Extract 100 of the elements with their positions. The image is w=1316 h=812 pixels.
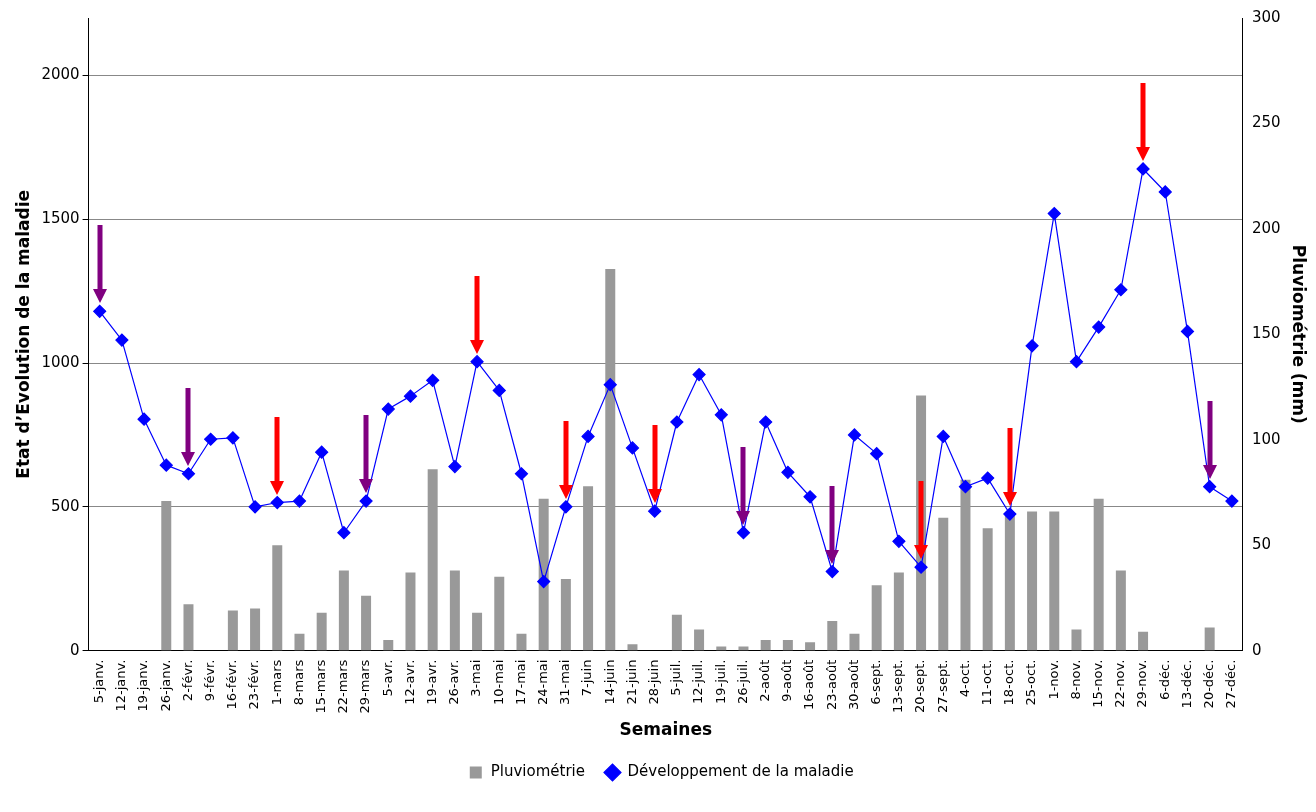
x-tick-label: 11-oct. (979, 659, 995, 706)
x-tick-label: 2-août (757, 659, 773, 702)
point (1225, 494, 1239, 508)
point (981, 471, 995, 485)
x-tick-label: 5-juil. (668, 659, 684, 696)
x-tick-label: 22-nov. (1112, 659, 1128, 708)
point (93, 304, 107, 318)
bar (982, 528, 993, 651)
bar (316, 612, 327, 651)
x-tick-label: 2-févr. (179, 659, 195, 702)
bar (161, 500, 172, 651)
point (736, 526, 751, 540)
x-tick-label: 13-déc. (1178, 659, 1194, 709)
x-tick-label: 4-oct. (956, 659, 972, 698)
x-tick-label: 10-mai (490, 659, 506, 706)
point (1158, 185, 1172, 199)
bar (405, 572, 416, 651)
bar (516, 633, 527, 651)
x-tick-label: 8-nov. (1067, 659, 1083, 700)
bar (938, 517, 949, 651)
point (204, 432, 218, 446)
x-tick-label: 16-août (801, 659, 817, 711)
x-tick-label: 16-févr. (224, 659, 240, 710)
point (1203, 480, 1217, 494)
x-tick-label: 26-avr. (446, 659, 462, 705)
bar (1004, 513, 1015, 651)
x-tick-label: 27-déc. (1223, 659, 1239, 709)
bar (738, 646, 749, 651)
x-tick-label: 15-mars (313, 659, 329, 714)
point (692, 367, 706, 382)
bar (449, 570, 460, 651)
point (292, 494, 307, 508)
x-tick-label: 6-sept. (868, 659, 884, 705)
point (492, 383, 506, 397)
bar (782, 640, 793, 651)
x-tick-label: 23-févr. (246, 659, 262, 710)
point (1136, 162, 1150, 176)
bar (427, 469, 438, 651)
point (625, 441, 640, 455)
point (1114, 283, 1128, 297)
bar (694, 629, 705, 651)
x-tick-label: 1-nov. (1045, 659, 1061, 700)
x-tick-label: 19-avr. (424, 659, 440, 705)
x-tick-label: 14-juin (601, 659, 617, 705)
point (958, 480, 973, 494)
bar (871, 585, 882, 651)
bar (1093, 498, 1104, 651)
x-tick-label: 31-mai (557, 659, 573, 706)
x-tick-label: 26-janv. (157, 659, 173, 712)
bar (827, 621, 838, 651)
y2-tick-label: 0 (1251, 640, 1262, 659)
y2-tick-label: 100 (1251, 429, 1281, 448)
y2-axis-title: Pluviométrie (mm) (1289, 244, 1310, 424)
point (581, 429, 595, 443)
bar (760, 640, 771, 651)
bar (183, 604, 194, 651)
point (226, 431, 240, 445)
bar (716, 646, 727, 651)
bar (1049, 511, 1060, 651)
bar (849, 633, 860, 651)
x-tick-label: 29-mars (357, 659, 373, 714)
point (470, 355, 484, 369)
point (781, 465, 795, 479)
x-tick-label: 25-oct. (1023, 659, 1039, 706)
point (803, 490, 817, 504)
x-tick-label: 22-mars (335, 659, 351, 714)
x-tick-label: 1-mars (268, 659, 284, 706)
bar (893, 572, 904, 651)
bar (294, 633, 305, 651)
point (559, 500, 573, 514)
bar (627, 644, 638, 651)
point (537, 575, 551, 589)
point (359, 494, 373, 508)
point (403, 389, 418, 403)
bar (361, 595, 372, 651)
point (137, 412, 151, 426)
bar (1138, 631, 1149, 651)
point (892, 534, 906, 548)
point (759, 415, 773, 429)
x-tick-label: 28-juin (646, 659, 662, 705)
point (914, 560, 928, 574)
point (1047, 206, 1061, 221)
x-tick-label: 12-juil. (690, 659, 706, 705)
x-tick-label: 26-juil. (734, 659, 750, 705)
x-tick-label: 5-avr. (379, 659, 395, 697)
x-tick-label: 9-févr. (202, 659, 218, 702)
y2-tick-label: 250 (1251, 113, 1281, 132)
x-tick-label: 19-janv. (135, 659, 151, 712)
bar (1071, 629, 1082, 651)
bar (1204, 627, 1215, 651)
x-tick-label: 9-août (779, 659, 795, 702)
point (248, 500, 262, 514)
point (381, 402, 395, 416)
bar (583, 486, 594, 651)
x-tick-label: 20-déc. (1201, 659, 1217, 709)
bar (494, 576, 505, 651)
y-tick-label: 1500 (41, 209, 80, 228)
x-tick-label: 24-mai (535, 659, 551, 706)
y2-tick-label: 200 (1251, 218, 1281, 237)
x-tick-label: 29-nov. (1134, 659, 1150, 708)
